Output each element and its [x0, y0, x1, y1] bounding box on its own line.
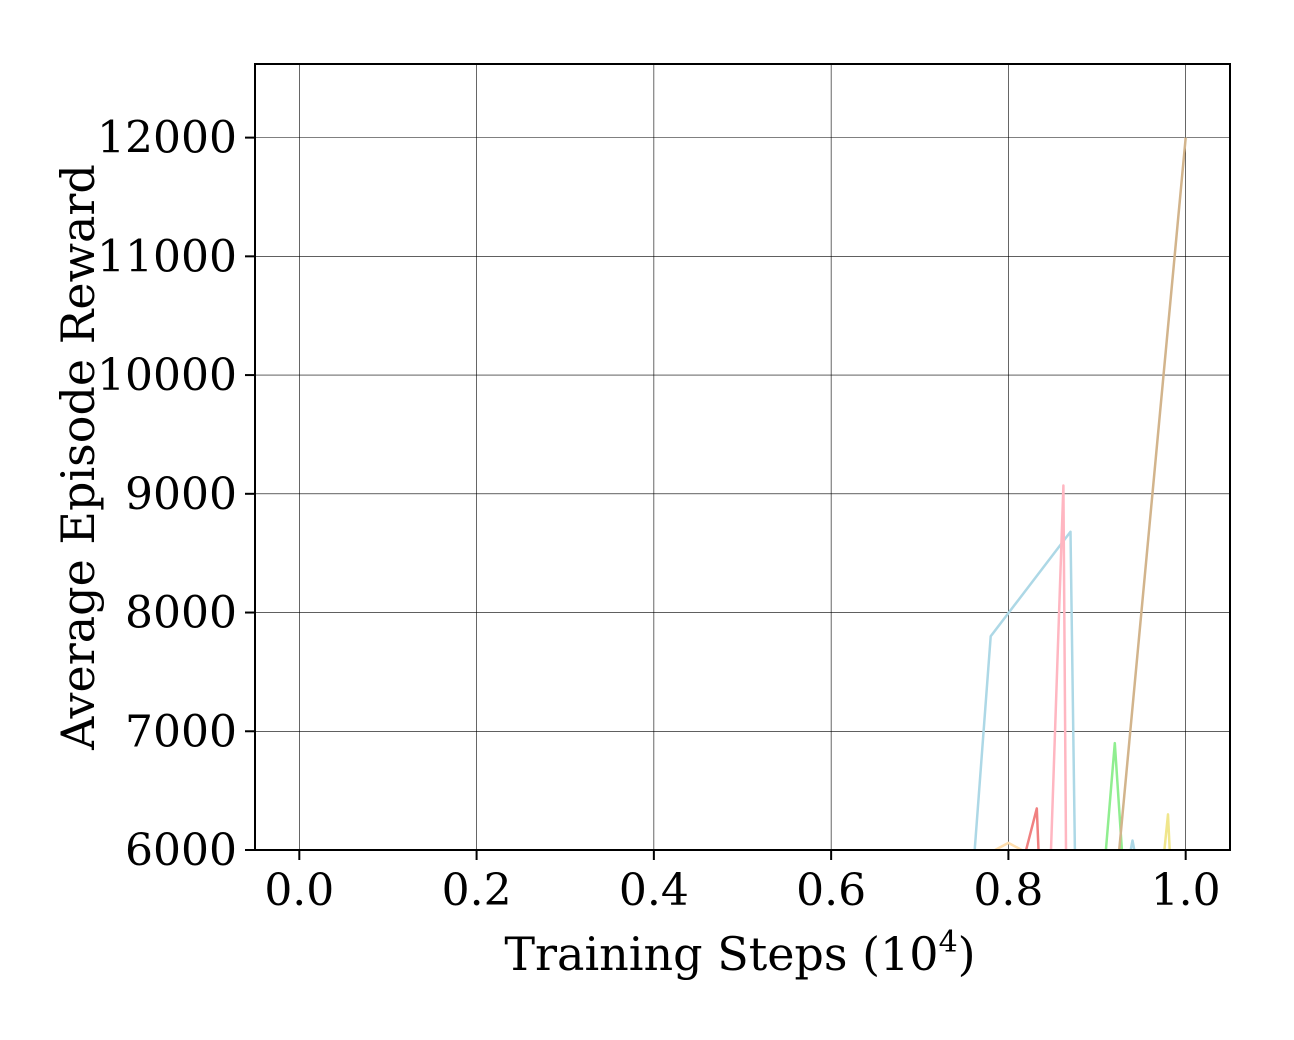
- y-tick-labels: 6000 7000 8000 9000 10000 11000 12000: [97, 113, 237, 876]
- series-line-6: [1129, 839, 1136, 850]
- y-axis-label: Average Episode Reward: [51, 164, 105, 751]
- y-tick-label: 7000: [125, 706, 237, 757]
- series-line-8: [1163, 813, 1171, 850]
- series-line-3: [1024, 807, 1040, 850]
- y-tick-label: 9000: [125, 469, 237, 520]
- y-tick-label: 11000: [97, 231, 237, 282]
- x-axis-label: Training Steps (104): [504, 925, 975, 981]
- x-tick-label: 0.0: [264, 865, 334, 916]
- x-tick-label: 0.2: [442, 865, 512, 916]
- x-tick-label: 1.0: [1151, 865, 1221, 916]
- x-tick-label: 0.4: [619, 865, 689, 916]
- tick-marks: [245, 136, 1187, 860]
- grid-lines: [255, 64, 1230, 851]
- series-line-5: [1104, 741, 1124, 850]
- series-line-2: [1049, 484, 1068, 850]
- x-tick-label: 0.8: [973, 865, 1043, 916]
- series-line-4: [994, 841, 1023, 850]
- y-tick-label: 8000: [125, 588, 237, 639]
- y-tick-label: 12000: [97, 113, 237, 164]
- series-line-7: [1117, 137, 1187, 850]
- series-line-1: [973, 530, 1077, 850]
- series-layer: [973, 137, 1187, 850]
- x-tick-labels: 0.0 0.2 0.4 0.6 0.8 1.0: [264, 865, 1220, 916]
- x-tick-label: 0.6: [796, 865, 866, 916]
- plot-frame: [254, 63, 1231, 851]
- y-tick-label: 10000: [97, 350, 237, 401]
- y-tick-label: 6000: [125, 825, 237, 876]
